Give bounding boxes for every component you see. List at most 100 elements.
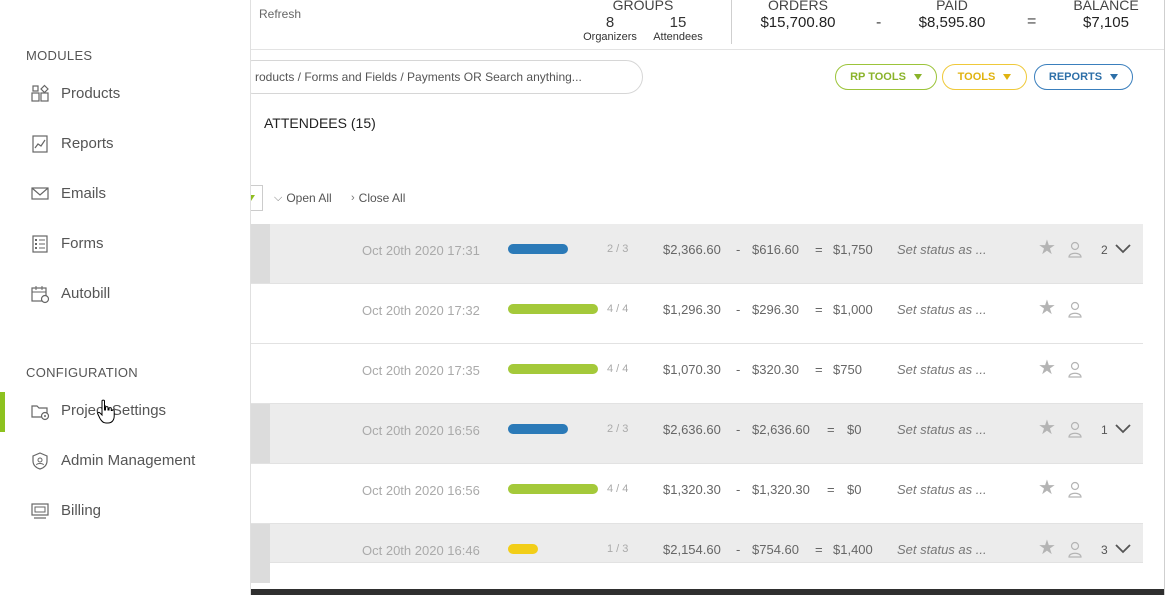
user-icon[interactable] [1068, 301, 1082, 318]
balance-amount: $750 [833, 362, 862, 377]
attendee-count: 2 [1101, 243, 1108, 257]
set-status-dropdown[interactable]: Set status as ... [897, 542, 987, 557]
user-icon[interactable] [1068, 541, 1082, 558]
hand-cursor-icon [97, 399, 115, 424]
balance-amount: $1,000 [833, 302, 873, 317]
order-date: Oct 20th 2020 16:56 [362, 483, 480, 498]
chevron-right-icon: › [351, 192, 355, 204]
configuration-heading: CONFIGURATION [26, 365, 138, 380]
equals-sign: = [827, 422, 835, 437]
right-scrollbar [1164, 0, 1169, 595]
search-bar [236, 60, 643, 94]
star-icon[interactable]: ★ [1038, 237, 1056, 259]
table-row[interactable]: Oct 20th 2020 16:56 2 / 3 $2,636.60- $2,636… [251, 404, 1143, 464]
attendee-count: 1 [1101, 423, 1108, 437]
bottom-scrollbar [251, 589, 1169, 595]
star-icon[interactable]: ★ [1038, 357, 1056, 379]
tab-attendees[interactable]: ATTENDEES (15) [264, 115, 376, 131]
set-status-dropdown[interactable]: Set status as ... [897, 242, 987, 257]
equals-sign: = [815, 362, 823, 377]
chevron-down-icon[interactable] [1114, 422, 1132, 436]
star-icon[interactable]: ★ [1038, 417, 1056, 439]
balance-label: BALANCE [1073, 0, 1139, 13]
order-date: Oct 20th 2020 17:32 [362, 303, 480, 318]
sidebar-item-products[interactable]: Products [0, 77, 251, 109]
sidebar-item-billing[interactable]: Billing [0, 494, 251, 526]
progress-fraction: 4 / 4 [607, 303, 629, 315]
equals-sign: = [815, 302, 823, 317]
modules-heading: MODULES [26, 48, 93, 63]
sidebar-item-label: Forms [61, 235, 104, 252]
star-icon[interactable]: ★ [1038, 297, 1056, 319]
table-row[interactable]: Oct 20th 2020 17:32 4 / 4 $1,296.30- $296.3… [251, 284, 1143, 344]
balance-amount: $0 [847, 482, 862, 497]
set-status-dropdown[interactable]: Set status as ... [897, 422, 987, 437]
table-row[interactable]: Oct 20th 2020 16:46 1 / 3 $2,154.60- $754.6… [251, 524, 1143, 583]
organizers-label: Organizers [583, 31, 637, 43]
table-row[interactable]: Oct 20th 2020 17:35 4 / 4 $1,070.30- $320.3… [251, 344, 1143, 404]
sidebar-item-emails[interactable]: Emails [0, 177, 251, 209]
paid-amount: $754.60 [752, 542, 799, 557]
user-icon[interactable] [1068, 361, 1082, 378]
table-row[interactable]: Oct 20th 2020 17:31 2 / 3 $2,366.60- $616.6… [251, 224, 1143, 284]
reports-label: REPORTS [1048, 71, 1103, 83]
groups-label: GROUPS [612, 0, 674, 13]
order-amount: $1,296.30 [663, 302, 721, 317]
balance-amount: $1,400 [833, 542, 873, 557]
minus-sign: - [736, 422, 741, 437]
balance-total: $7,105 [1083, 14, 1129, 31]
open-all-button[interactable]: ⌵ Open All [274, 191, 332, 205]
table-row[interactable]: Oct 20th 2020 16:56 4 / 4 $1,320.30- $1,320… [251, 464, 1143, 524]
caret-down-icon [1003, 74, 1012, 80]
reports-icon [32, 135, 48, 153]
set-status-dropdown[interactable]: Set status as ... [897, 362, 987, 377]
equals-sign: = [827, 482, 835, 497]
autobill-icon [31, 286, 50, 304]
paid-amount: $616.60 [752, 242, 799, 257]
sidebar-item-reports[interactable]: Reports [0, 127, 251, 159]
close-all-label: Close All [358, 191, 406, 205]
sidebar-item-admin-management[interactable]: Admin Management [0, 444, 251, 476]
order-date: Oct 20th 2020 17:35 [362, 363, 480, 378]
tools-button[interactable]: TOOLS [942, 64, 1027, 90]
minus-sign: - [736, 302, 741, 317]
set-status-dropdown[interactable]: Set status as ... [897, 302, 987, 317]
chevron-down-icon[interactable] [1114, 542, 1132, 556]
progress-bar [508, 364, 598, 374]
set-status-dropdown[interactable]: Set status as ... [897, 482, 987, 497]
chevron-down-icon[interactable] [1114, 242, 1132, 256]
header-bottom-border [251, 49, 1164, 50]
sidebar-item-label: Autobill [61, 285, 111, 302]
equals-sign: = [815, 542, 823, 557]
forms-icon [32, 235, 48, 253]
minus-sign: - [876, 14, 882, 31]
sidebar-item-label: Admin Management [61, 452, 196, 469]
sidebar-item-label: Products [61, 85, 121, 102]
progress-bar [508, 484, 598, 494]
refresh-button[interactable]: Refresh [259, 7, 302, 21]
rp-tools-button[interactable]: RP TOOLS [835, 64, 937, 90]
progress-fraction: 4 / 4 [607, 363, 629, 375]
user-icon[interactable] [1068, 421, 1082, 438]
star-icon[interactable]: ★ [1038, 477, 1056, 499]
tools-label: TOOLS [957, 71, 996, 83]
paid-amount: $2,636.60 [752, 422, 810, 437]
progress-fraction: 2 / 3 [607, 423, 629, 435]
sidebar-item-autobill[interactable]: Autobill [0, 277, 251, 309]
sidebar-item-forms[interactable]: Forms [0, 227, 251, 259]
paid-label: PAID [936, 0, 968, 13]
reports-button[interactable]: REPORTS [1034, 64, 1133, 90]
close-all-button[interactable]: › Close All [351, 191, 405, 205]
search-input[interactable] [237, 61, 642, 93]
order-date: Oct 20th 2020 17:31 [362, 243, 480, 258]
paid-total: $8,595.80 [918, 14, 986, 31]
star-icon[interactable]: ★ [1038, 537, 1056, 559]
balance-amount: $0 [847, 422, 862, 437]
order-date: Oct 20th 2020 16:56 [362, 423, 480, 438]
sidebar-item-project-settings[interactable]: Project Settings [0, 392, 251, 432]
products-icon [31, 84, 49, 102]
user-icon[interactable] [1068, 481, 1082, 498]
user-icon[interactable] [1068, 241, 1082, 258]
admin-management-icon [32, 452, 48, 470]
